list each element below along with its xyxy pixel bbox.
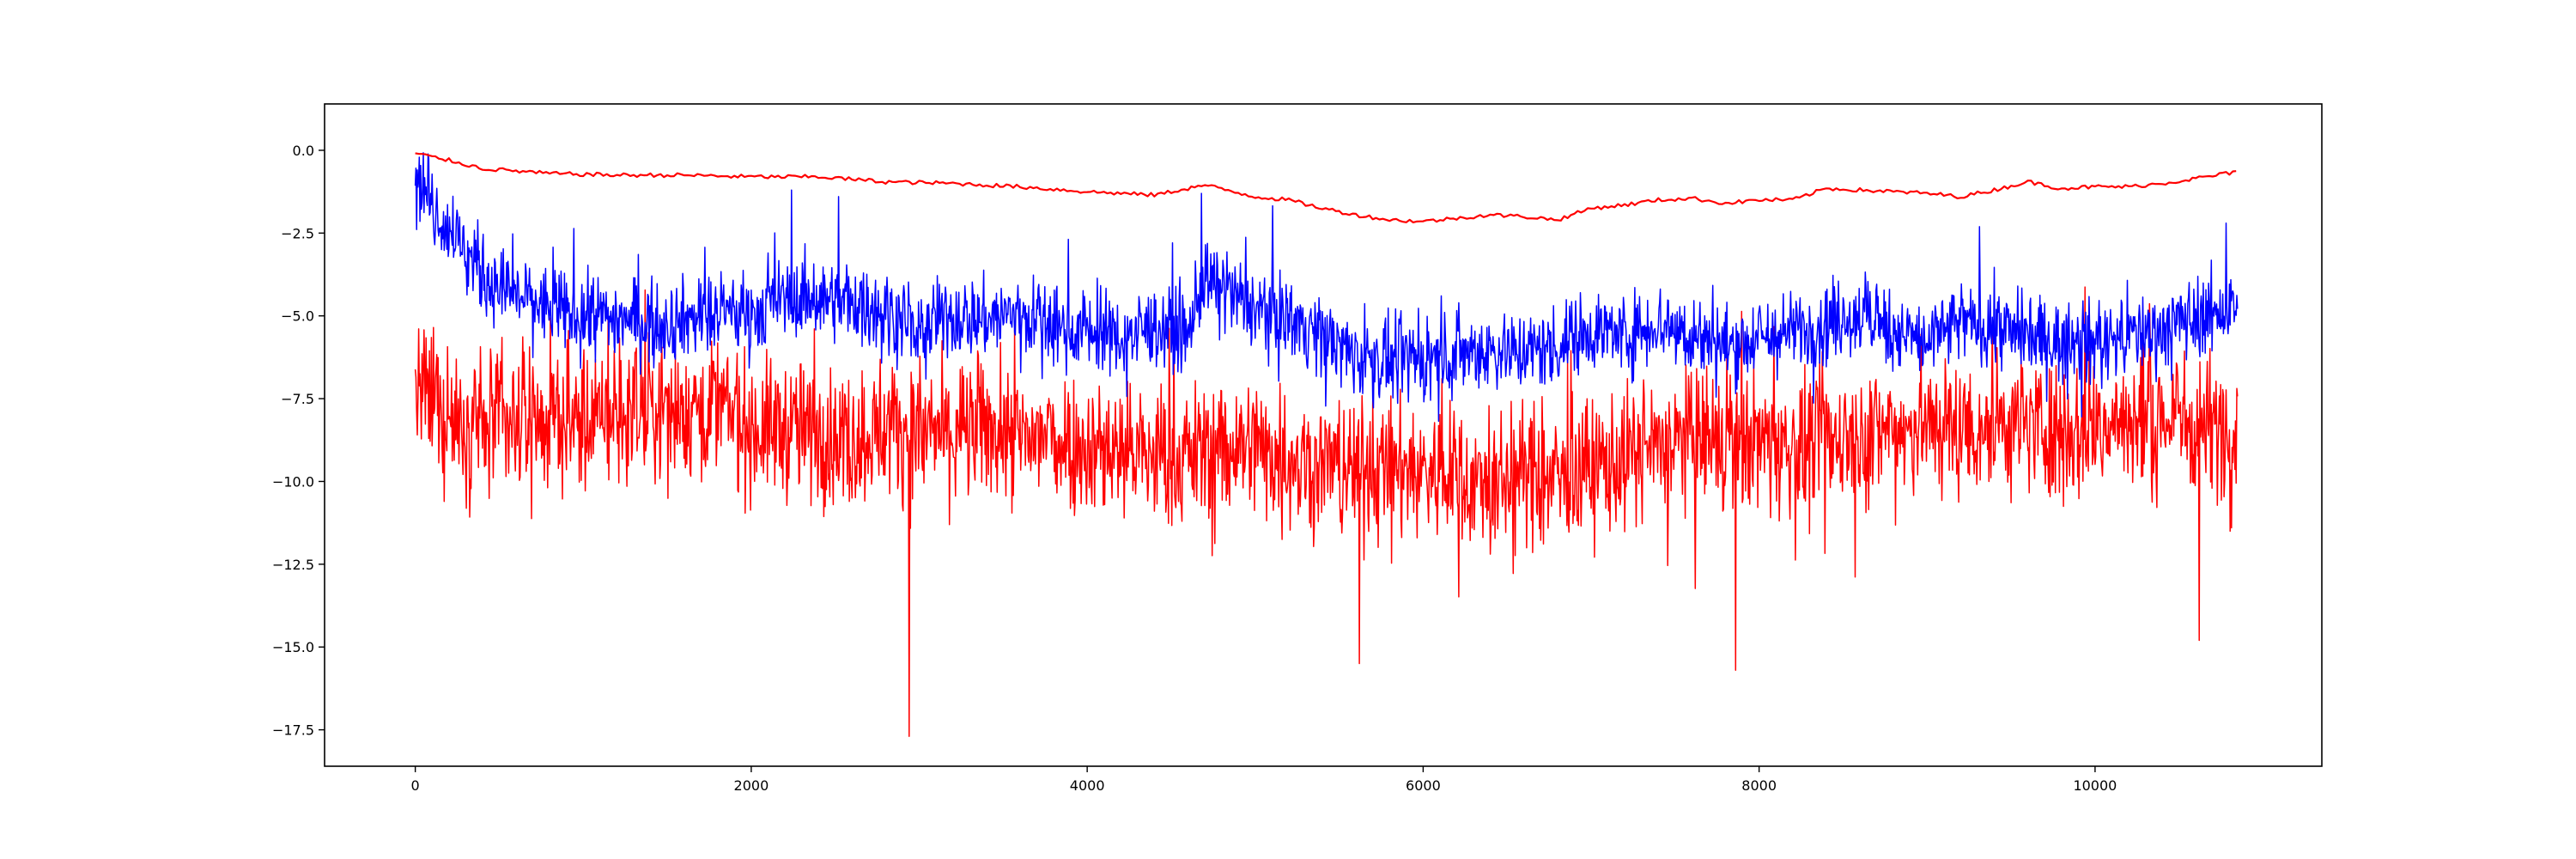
- series-line-0: [414, 286, 2239, 738]
- y-tick-label: −15.0: [272, 639, 314, 655]
- y-tick-label: −2.5: [281, 225, 314, 241]
- x-axis: 0 2000 4000 6000 8000 10000: [411, 766, 2117, 794]
- y-axis: 0.0 −2.5 −5.0 −7.5 −10.0 −12.5 −15.0 −17.5: [272, 143, 325, 739]
- x-tick-label: 6000: [1406, 777, 1441, 794]
- x-tick-label: 4000: [1070, 777, 1105, 794]
- y-tick-label: −5.0: [281, 308, 314, 325]
- series-layer: [414, 152, 2239, 738]
- x-tick-label: 0: [411, 777, 420, 794]
- y-tick-label: −12.5: [272, 557, 314, 573]
- x-tick-label: 8000: [1741, 777, 1777, 794]
- x-tick-label: 10000: [2073, 777, 2117, 794]
- x-tick-label: 2000: [734, 777, 769, 794]
- series-line-1: [414, 152, 2239, 423]
- y-tick-label: −7.5: [281, 391, 314, 407]
- series-line-2: [415, 152, 2237, 223]
- y-tick-label: −10.0: [272, 473, 314, 490]
- y-tick-label: −17.5: [272, 722, 314, 739]
- y-tick-label: 0.0: [293, 143, 314, 159]
- plot-frame: [324, 103, 2323, 767]
